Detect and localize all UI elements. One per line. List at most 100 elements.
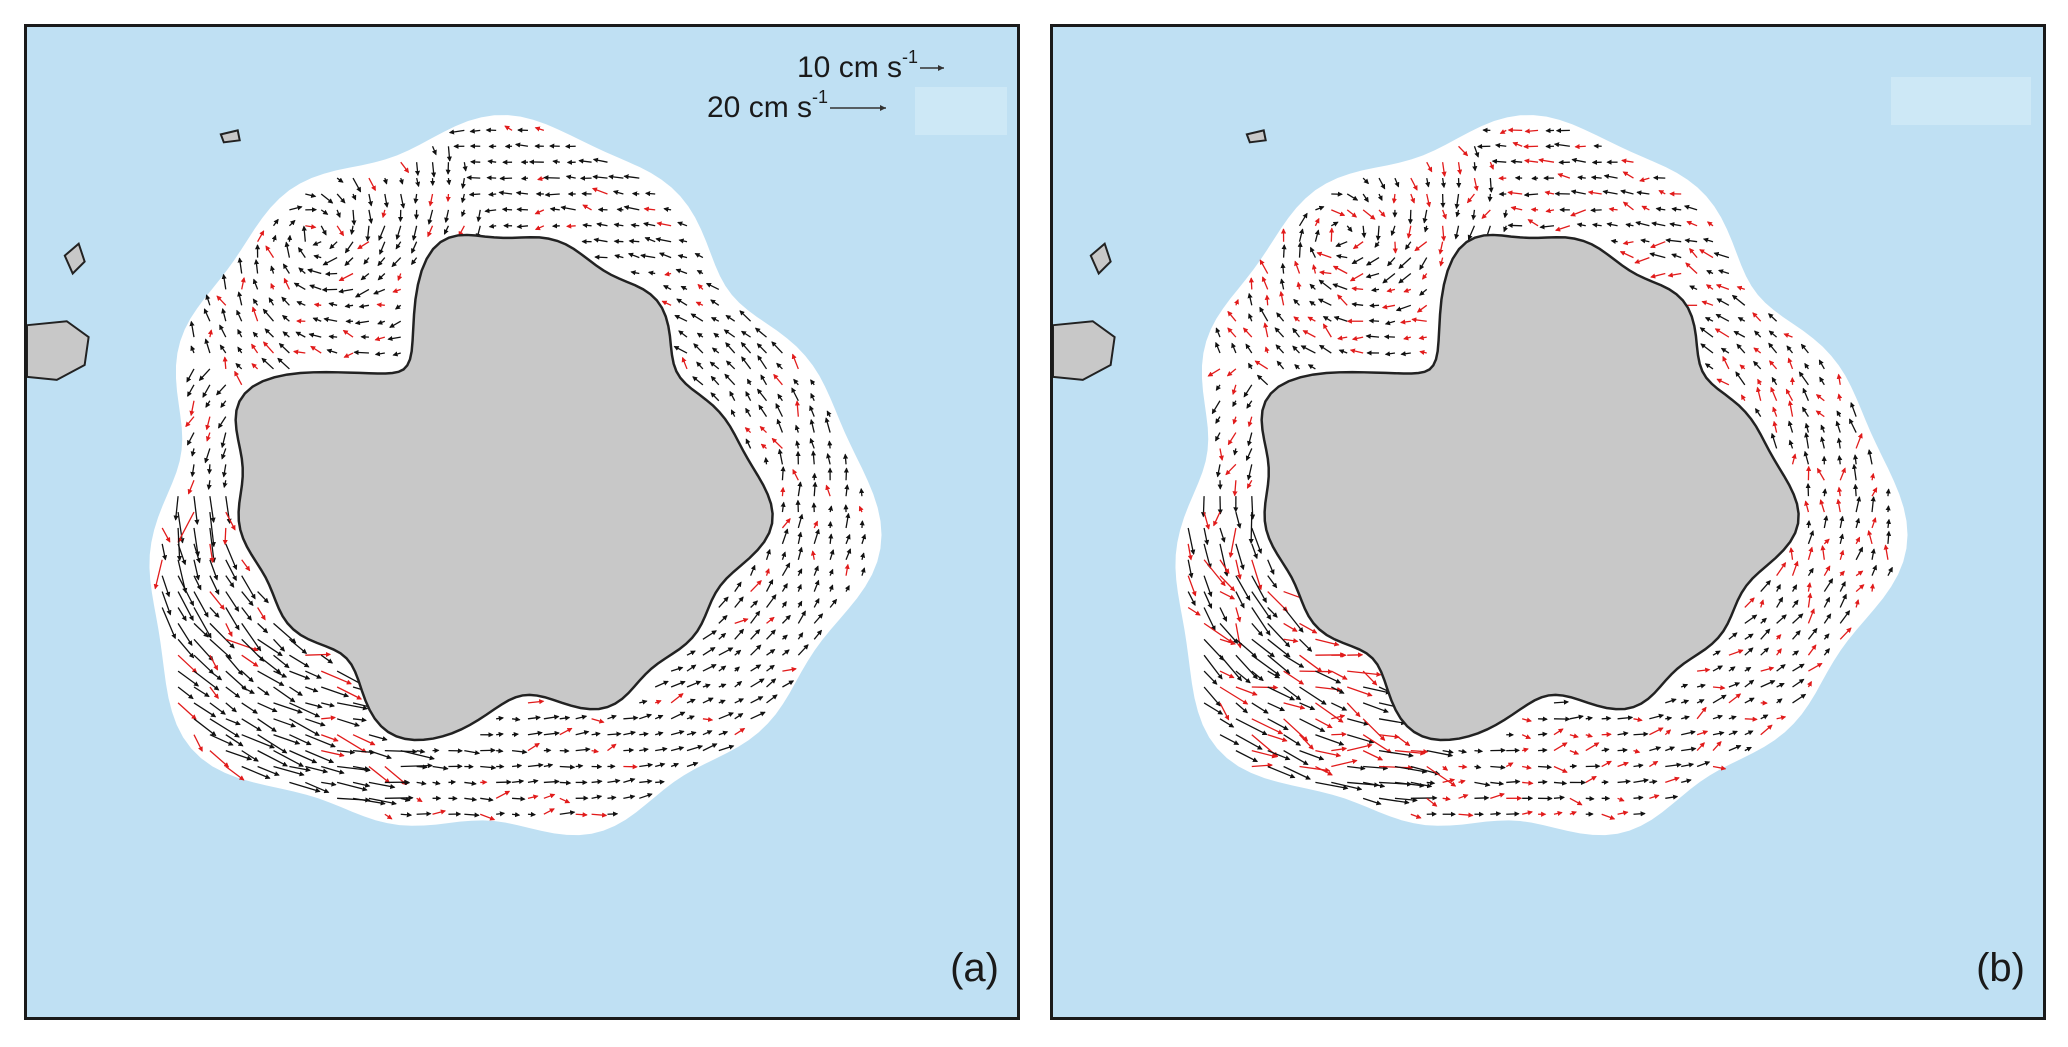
velocity-vector bbox=[237, 257, 243, 274]
velocity-vector bbox=[1346, 209, 1358, 218]
velocity-vector bbox=[1419, 349, 1427, 355]
velocity-vector bbox=[775, 403, 784, 417]
velocity-vector bbox=[382, 177, 388, 185]
velocity-vector bbox=[765, 579, 774, 592]
velocity-vector bbox=[686, 680, 702, 688]
velocity-vector bbox=[1471, 209, 1477, 221]
velocity-vector bbox=[1391, 193, 1397, 204]
velocity-vector bbox=[310, 345, 322, 354]
velocity-vector bbox=[797, 531, 803, 545]
velocity-vector bbox=[639, 713, 653, 720]
velocity-vector bbox=[1649, 252, 1666, 259]
velocity-vector bbox=[1248, 512, 1254, 545]
velocity-vector bbox=[432, 809, 446, 815]
velocity-vector bbox=[1365, 333, 1380, 339]
velocity-vector bbox=[368, 797, 397, 806]
velocity-vector bbox=[305, 750, 335, 764]
velocity-vector bbox=[177, 686, 194, 700]
velocity-vector bbox=[1307, 364, 1316, 370]
velocity-vector bbox=[1608, 206, 1618, 212]
velocity-vector bbox=[1768, 313, 1778, 322]
velocity-vector bbox=[1755, 386, 1762, 401]
velocity-vector bbox=[225, 559, 237, 582]
velocity-vector bbox=[1786, 345, 1794, 354]
velocity-vector bbox=[1822, 488, 1828, 497]
velocity-vector bbox=[270, 265, 276, 274]
velocity-vector bbox=[764, 568, 770, 576]
velocity-vector bbox=[1426, 161, 1433, 173]
velocity-vector bbox=[781, 582, 788, 592]
velocity-vector bbox=[354, 288, 370, 298]
velocity-vector bbox=[241, 607, 252, 621]
velocity-vector bbox=[257, 638, 283, 657]
velocity-vector bbox=[209, 686, 219, 700]
velocity-vector bbox=[771, 341, 783, 354]
velocity-vector bbox=[1771, 376, 1778, 386]
velocity-vector bbox=[257, 607, 266, 621]
velocity-vector bbox=[222, 356, 228, 369]
velocity-vector bbox=[734, 649, 742, 656]
velocity-vector bbox=[1590, 175, 1602, 181]
velocity-vector bbox=[1338, 349, 1348, 355]
velocity-vector bbox=[193, 496, 200, 525]
velocity-vector bbox=[1491, 158, 1507, 165]
velocity-vector bbox=[1576, 222, 1586, 228]
velocity-vector bbox=[460, 193, 466, 204]
velocity-vector bbox=[335, 209, 341, 218]
velocity-vector bbox=[718, 615, 728, 624]
velocity-vector bbox=[504, 125, 513, 131]
velocity-vector bbox=[1362, 177, 1369, 185]
velocity-vector bbox=[177, 702, 197, 720]
velocity-vector bbox=[1704, 317, 1714, 322]
velocity-vector bbox=[686, 664, 697, 672]
velocity-vector bbox=[1836, 373, 1842, 385]
velocity-vector bbox=[829, 598, 838, 608]
velocity-vector bbox=[236, 309, 243, 322]
velocity-vector bbox=[575, 812, 588, 818]
velocity-vector bbox=[278, 342, 290, 354]
velocity-vector bbox=[1665, 237, 1682, 244]
velocity-vector bbox=[177, 670, 200, 687]
velocity-vector bbox=[273, 622, 297, 644]
velocity-vector bbox=[1869, 583, 1875, 592]
ice-velocity-vectors bbox=[1187, 127, 1893, 820]
velocity-vector bbox=[225, 591, 240, 612]
velocity-vector bbox=[643, 206, 656, 212]
velocity-vector bbox=[1311, 264, 1317, 274]
velocity-vector bbox=[237, 346, 243, 354]
velocity-vector bbox=[745, 407, 752, 417]
velocity-vector bbox=[534, 225, 545, 231]
velocity-vector bbox=[1806, 520, 1812, 529]
velocity-vector bbox=[392, 288, 401, 294]
velocity-vector bbox=[273, 765, 305, 777]
velocity-vector bbox=[1426, 193, 1432, 208]
velocity-vector bbox=[782, 649, 790, 656]
velocity-vector bbox=[428, 193, 434, 207]
velocity-vector bbox=[1740, 394, 1746, 402]
velocity-vector bbox=[193, 702, 217, 718]
velocity-vector bbox=[1619, 251, 1634, 259]
velocity-vector bbox=[187, 480, 195, 495]
velocity-vector bbox=[813, 629, 823, 640]
velocity-vector bbox=[1785, 388, 1794, 402]
velocity-vector bbox=[534, 209, 545, 215]
velocity-vector bbox=[809, 405, 815, 417]
velocity-vector bbox=[766, 694, 778, 704]
velocity-vector bbox=[511, 812, 521, 818]
velocity-vector bbox=[336, 686, 363, 700]
velocity-vector bbox=[322, 257, 338, 266]
velocity-vector bbox=[1787, 357, 1794, 370]
panel-a: 10 cm s-1 20 cm s-1 (a) bbox=[24, 24, 1020, 1020]
velocity-vector bbox=[1819, 376, 1825, 386]
velocity-vector bbox=[560, 205, 576, 211]
velocity-vector bbox=[387, 335, 401, 342]
velocity-vector bbox=[1633, 731, 1649, 737]
velocity-vector bbox=[320, 209, 329, 215]
velocity-vector bbox=[750, 696, 764, 704]
velocity-vector bbox=[496, 748, 504, 754]
velocity-vector bbox=[353, 349, 369, 356]
velocity-vector bbox=[354, 320, 370, 326]
velocity-vector bbox=[654, 714, 664, 720]
velocity-vector bbox=[1422, 273, 1428, 280]
velocity-vector bbox=[1300, 345, 1316, 354]
